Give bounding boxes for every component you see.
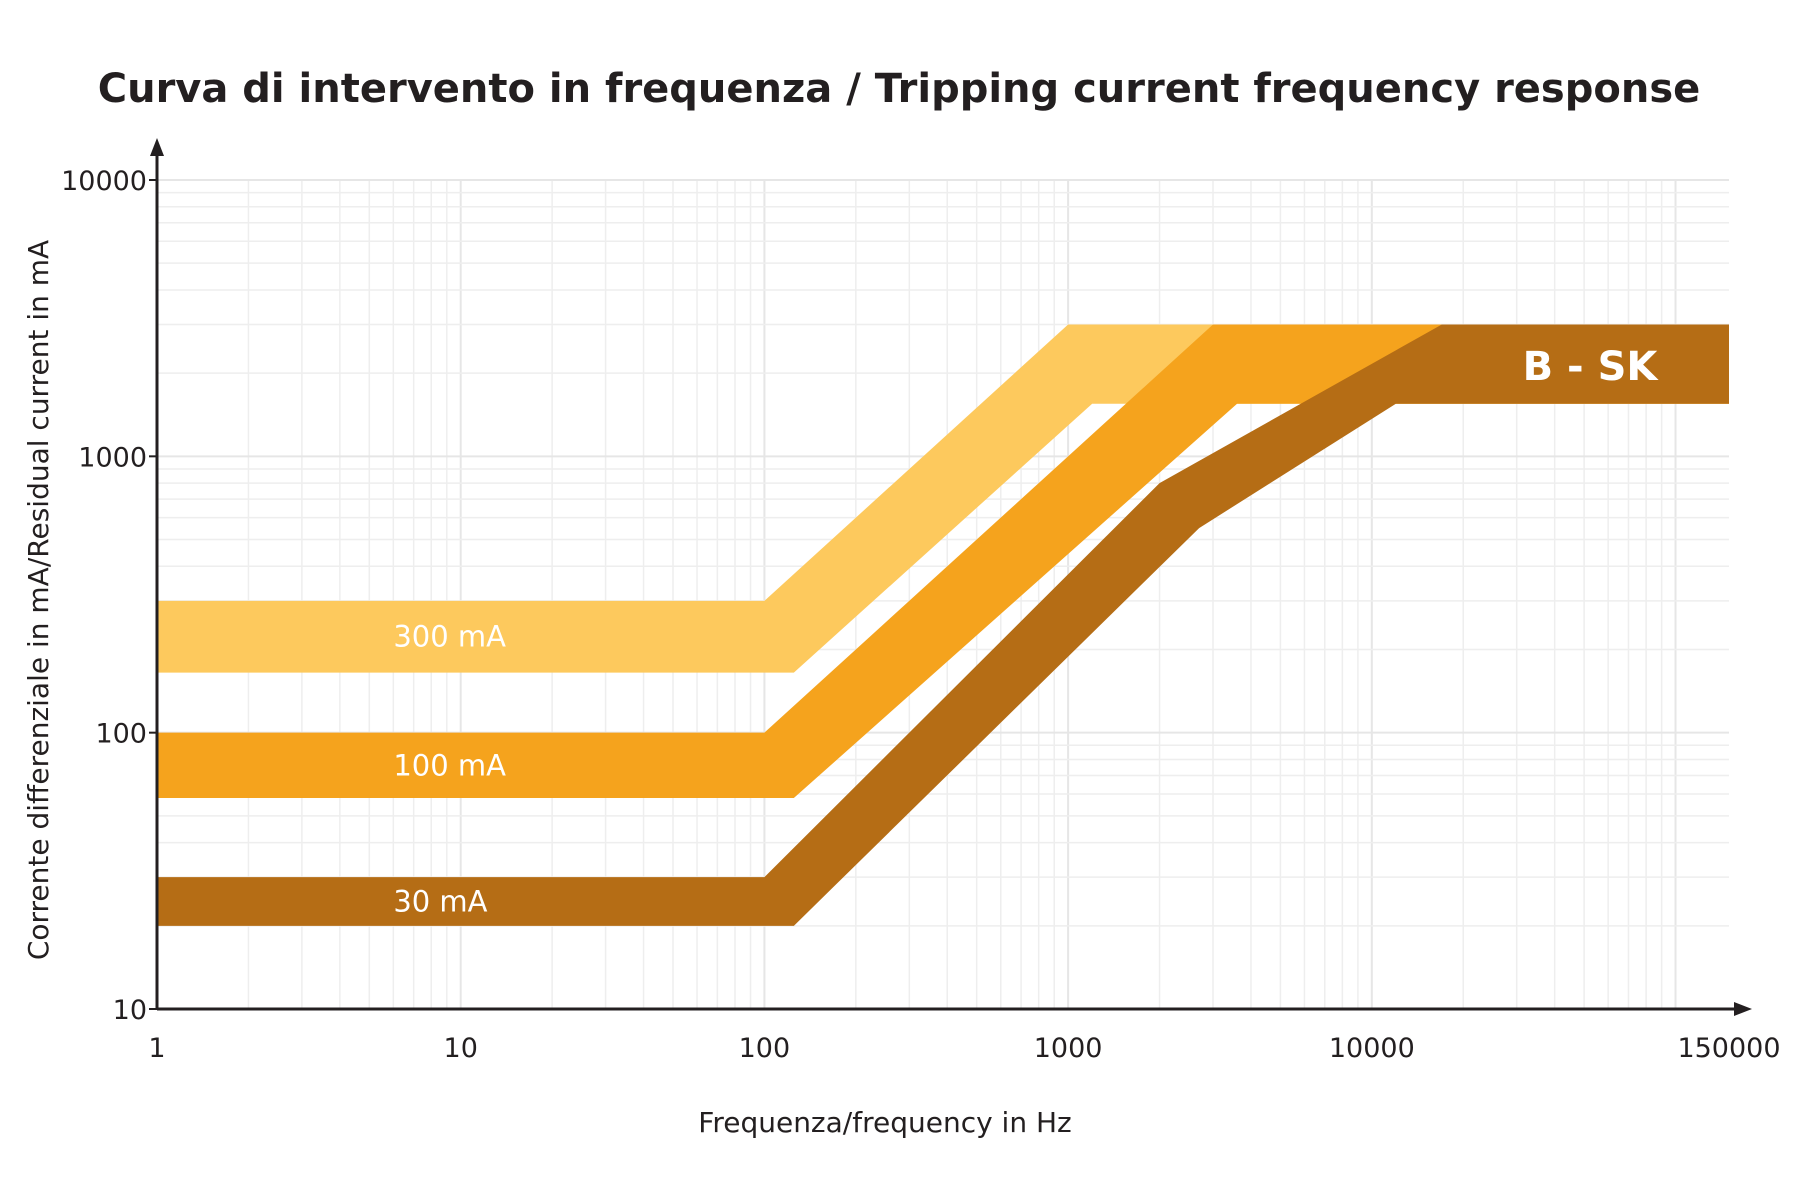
band-labels: 300 mA 100 mA 30 mA — [393, 620, 506, 919]
y-tick-label: 100 — [95, 719, 147, 750]
band-label: 100 mA — [393, 748, 506, 782]
x-tick-label: 1 — [148, 1033, 165, 1064]
x-tick-label: 10000 — [1329, 1033, 1415, 1064]
y-axis-arrow-icon — [150, 138, 164, 156]
x-tick-label: 1000 — [1034, 1033, 1103, 1064]
y-tick-label: 10 — [113, 995, 147, 1026]
series-tag-b-sk: B - SK — [1523, 344, 1660, 390]
chart-title: Curva di intervento in frequenza / Tripp… — [98, 66, 1701, 112]
y-tick-label: 1000 — [78, 442, 147, 473]
x-axis-arrow-icon — [1734, 1002, 1752, 1016]
band-300-ma — [157, 324, 1729, 673]
y-tick-label: 10000 — [61, 166, 147, 197]
band-label: 30 mA — [393, 884, 487, 918]
chart-axes — [150, 138, 1752, 1016]
y-axis-label: Corrente differenziale in mA/Residual cu… — [22, 240, 55, 960]
band-label: 300 mA — [393, 620, 506, 654]
chart-bands — [157, 324, 1729, 926]
x-axis-label: Frequenza/frequency in Hz — [698, 1106, 1072, 1139]
band-30-ma — [157, 324, 1729, 926]
x-tick-label: 10 — [444, 1033, 478, 1064]
x-tick-label: 100 — [739, 1033, 791, 1064]
x-tick-label: 150000 — [1677, 1033, 1780, 1064]
